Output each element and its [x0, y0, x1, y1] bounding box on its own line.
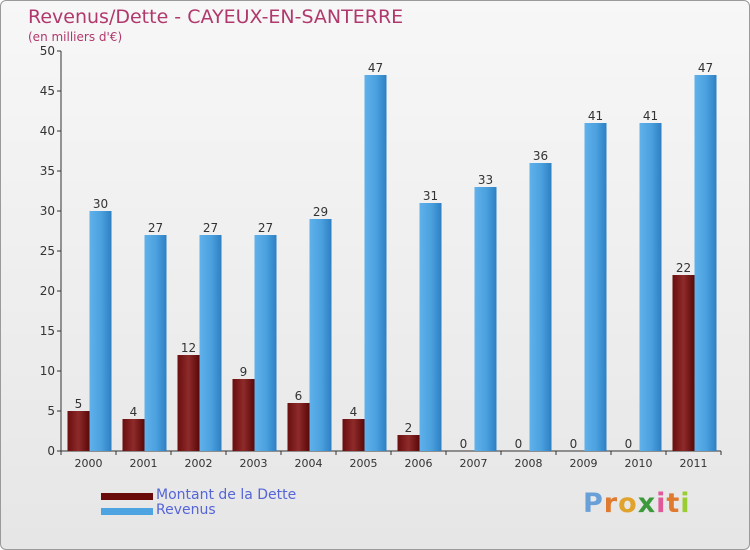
- x-tick-label: 2011: [680, 457, 708, 470]
- revenus-bar: [694, 75, 717, 451]
- x-tick-label: 2005: [350, 457, 378, 470]
- y-tick-label: 20: [40, 284, 55, 298]
- y-tick-label: 40: [40, 124, 55, 138]
- revenus-data-label: 36: [533, 149, 548, 163]
- revenus-bar: [529, 163, 552, 451]
- labels-group: 5 30 4 27 12 27 9 27 6 29 4 47 2 31 0 33 0 36 0 41 0 41 22 47: [75, 61, 713, 451]
- dette-data-label: 0: [460, 437, 468, 451]
- revenus-bar: [309, 219, 332, 451]
- revenus-data-label: 41: [588, 109, 603, 123]
- logo-letter: i: [680, 488, 691, 519]
- x-tick-label: 2007: [460, 457, 488, 470]
- dette-bar: [232, 379, 255, 451]
- revenus-data-label: 41: [643, 109, 658, 123]
- bars-group: [67, 75, 717, 451]
- dette-data-label: 0: [625, 437, 633, 451]
- logo-letter: i: [656, 488, 667, 519]
- x-tick-label: 2002: [185, 457, 213, 470]
- proxiti-logo: Proxiti: [583, 488, 691, 519]
- chart-subtitle: (en milliers d'€): [28, 30, 123, 44]
- revenus-bar: [199, 235, 222, 451]
- x-tick-label: 2006: [405, 457, 433, 470]
- revenus-bar: [584, 123, 607, 451]
- revenus-data-label: 47: [368, 61, 383, 75]
- revenus-data-label: 33: [478, 173, 493, 187]
- revenus-data-label: 31: [423, 189, 438, 203]
- dette-bar: [397, 435, 420, 451]
- y-tick-label: 50: [40, 44, 55, 58]
- y-tick-label: 0: [47, 444, 55, 458]
- dette-data-label: 4: [130, 405, 138, 419]
- logo-letter: o: [618, 488, 638, 519]
- dette-data-label: 5: [75, 397, 83, 411]
- revenus-bar: [474, 187, 497, 451]
- y-tick-label: 10: [40, 364, 55, 378]
- revenus-data-label: 27: [203, 221, 218, 235]
- logo-letter: t: [666, 488, 681, 519]
- x-tick-label: 2008: [515, 457, 543, 470]
- revenus-data-label: 27: [258, 221, 273, 235]
- revenus-bar: [639, 123, 662, 451]
- y-tick-label: 5: [47, 404, 55, 418]
- dette-bar: [67, 411, 90, 451]
- legend-swatch-revenus: [101, 508, 153, 515]
- revenus-bar: [364, 75, 387, 451]
- revenus-bar: [144, 235, 167, 451]
- y-tick-label: 15: [40, 324, 55, 338]
- dette-data-label: 12: [181, 341, 196, 355]
- revenus-bar: [254, 235, 277, 451]
- x-tick-label: 2003: [240, 457, 268, 470]
- legend-label-revenus: Revenus: [156, 502, 216, 518]
- legend-label-dette: Montant de la Dette: [156, 487, 297, 503]
- y-tick-label: 45: [40, 84, 55, 98]
- revenus-data-label: 47: [698, 61, 713, 75]
- logo-letter: P: [583, 488, 604, 519]
- logo-letter: x: [637, 488, 657, 519]
- revenus-data-label: 27: [148, 221, 163, 235]
- dette-data-label: 0: [515, 437, 523, 451]
- logo-letter: r: [603, 488, 619, 519]
- dette-data-label: 4: [350, 405, 358, 419]
- dette-data-label: 2: [405, 421, 413, 435]
- dette-data-label: 22: [676, 261, 691, 275]
- x-tick-label: 2004: [295, 457, 323, 470]
- revenus-bar: [419, 203, 442, 451]
- y-tick-label: 25: [40, 244, 55, 258]
- y-tick-label: 30: [40, 204, 55, 218]
- dette-bar: [287, 403, 310, 451]
- dette-data-label: 9: [240, 365, 248, 379]
- dette-data-label: 6: [295, 389, 303, 403]
- revenus-bar: [89, 211, 112, 451]
- legend-swatch-dette: [101, 493, 153, 500]
- x-tick-label: 2000: [75, 457, 103, 470]
- dette-data-label: 0: [570, 437, 578, 451]
- x-tick-label: 2010: [625, 457, 653, 470]
- dette-bar: [672, 275, 695, 451]
- dette-bar: [342, 419, 365, 451]
- revenus-data-label: 29: [313, 205, 328, 219]
- dette-bar: [122, 419, 145, 451]
- dette-bar: [177, 355, 200, 451]
- chart-title: Revenus/Dette - CAYEUX-EN-SANTERRE: [28, 6, 404, 28]
- y-tick-label: 35: [40, 164, 55, 178]
- x-tick-label: 2009: [570, 457, 598, 470]
- x-tick-label: 2001: [130, 457, 158, 470]
- revenus-data-label: 30: [93, 197, 108, 211]
